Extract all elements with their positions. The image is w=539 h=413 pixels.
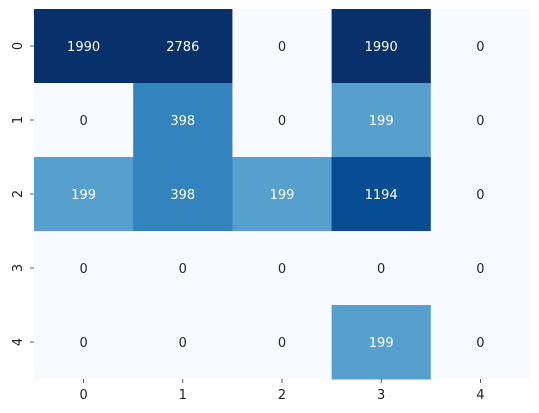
cell-label-2-2: 199 (270, 188, 295, 203)
cell-label-3-4: 0 (476, 262, 484, 277)
heatmap-cell-4-0 (34, 305, 134, 380)
x-axis: 0 1 2 3 4 (79, 379, 485, 403)
x-tick-label-2: 2 (278, 388, 286, 403)
heatmap-cell-1-2 (232, 83, 333, 158)
heatmap-cell-4-3 (331, 305, 432, 380)
heatmap-cell-0-0 (34, 9, 134, 84)
cell-label-3-3: 0 (377, 262, 385, 277)
heatmap-cell-2-0 (34, 157, 134, 232)
x-tick-label-1: 1 (179, 388, 187, 403)
heatmap-cell-0-4 (430, 9, 531, 84)
y-tick-label-1: 1 (11, 116, 26, 124)
cell-label-4-2: 0 (278, 336, 286, 351)
heatmap-cell-0-3 (331, 9, 432, 84)
heatmap-cell-3-0 (34, 231, 134, 306)
heatmap-cell-3-2 (232, 231, 333, 306)
y-tick-label-2: 2 (11, 190, 26, 198)
cell-label-2-4: 0 (476, 188, 484, 203)
heatmap-cell-2-4 (430, 157, 531, 232)
cell-label-3-2: 0 (278, 262, 286, 277)
y-tick-label-0: 0 (11, 42, 26, 50)
cell-label-2-1: 398 (170, 188, 195, 203)
heatmap-cell-1-3 (331, 83, 432, 158)
heatmap-cell-4-2 (232, 305, 333, 380)
y-tick-label-3: 3 (11, 264, 26, 272)
cell-label-1-4: 0 (476, 114, 484, 129)
cell-label-2-0: 199 (71, 188, 96, 203)
cell-label-3-0: 0 (79, 262, 87, 277)
heatmap-cell-0-2 (232, 9, 333, 84)
heatmap-cell-3-4 (430, 231, 531, 306)
cell-label-1-2: 0 (278, 114, 286, 129)
cell-label-0-4: 0 (476, 40, 484, 55)
heatmap-cell-4-4 (430, 305, 531, 380)
cell-label-1-0: 0 (79, 114, 87, 129)
heatmap-cells (34, 9, 531, 380)
cell-label-4-1: 0 (179, 336, 187, 351)
heatmap-cell-2-1 (133, 157, 233, 232)
x-tick-label-0: 0 (79, 388, 87, 403)
cell-label-0-1: 2786 (166, 40, 199, 55)
heatmap-cell-0-1 (133, 9, 233, 84)
heatmap-cell-1-4 (430, 83, 531, 158)
cell-label-4-0: 0 (79, 336, 87, 351)
cell-label-3-1: 0 (179, 262, 187, 277)
x-tick-label-4: 4 (476, 388, 484, 403)
heatmap-cell-2-2 (232, 157, 333, 232)
heatmap-cell-2-3 (331, 157, 432, 232)
heatmap-cell-1-0 (34, 83, 134, 158)
x-tick-label-3: 3 (377, 388, 385, 403)
heatmap-cell-1-1 (133, 83, 233, 158)
cell-label-1-3: 199 (369, 114, 394, 129)
cell-label-0-0: 1990 (67, 40, 100, 55)
cell-label-2-3: 1194 (365, 188, 398, 203)
heatmap-cell-3-1 (133, 231, 233, 306)
cell-label-1-1: 398 (170, 114, 195, 129)
heatmap-cell-3-3 (331, 231, 432, 306)
cell-label-0-2: 0 (278, 40, 286, 55)
heatmap-cell-4-1 (133, 305, 233, 380)
cell-label-4-4: 0 (476, 336, 484, 351)
y-tick-label-4: 4 (11, 338, 26, 346)
y-axis: 0 1 2 3 4 (11, 42, 34, 346)
cell-label-0-3: 1990 (365, 40, 398, 55)
cell-label-4-3: 199 (369, 336, 394, 351)
